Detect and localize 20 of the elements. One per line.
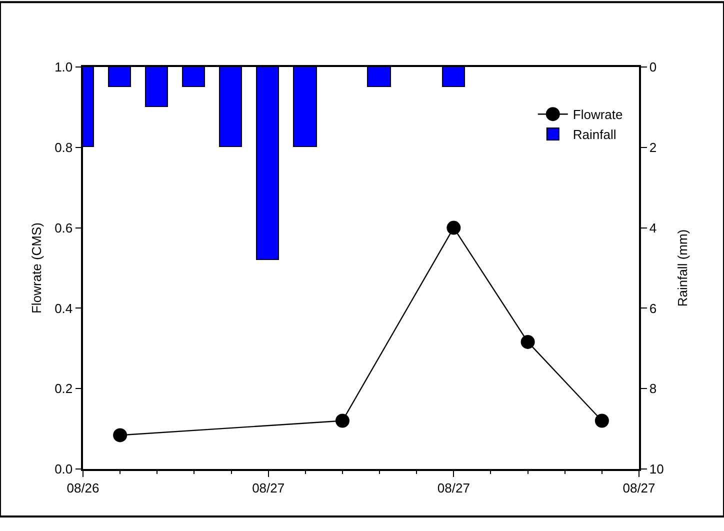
y-tick-label: 0.8 [54,140,73,155]
legend-label: Flowrate [572,107,623,122]
y-tick-label: 0.4 [54,300,73,316]
y2-tick-label: 4 [649,220,657,236]
x-tick-label: 08/27 [622,480,656,496]
y-tick-label: 0.6 [54,220,73,236]
y-tick-label: 0.2 [54,381,73,396]
y2-tick-label: 8 [649,381,657,396]
y-axis-title: Flowrate (CMS) [29,222,44,314]
y2-axis-title: Rainfall (mm) [674,229,690,307]
y2-tick-label: 0 [649,60,657,75]
y2-tick-label: 2 [649,140,657,155]
y2-tick-label: 6 [649,300,657,316]
x-tick-label: 08/27 [252,480,285,496]
x-tick-label: 08/26 [66,480,100,496]
y2-tick-label: 10 [649,462,664,477]
y-tick-label: 0.0 [54,462,73,477]
legend-label: Rainfall [572,127,616,142]
y-tick-label: 1.0 [54,60,73,75]
x-tick-label: 08/27 [437,480,470,496]
